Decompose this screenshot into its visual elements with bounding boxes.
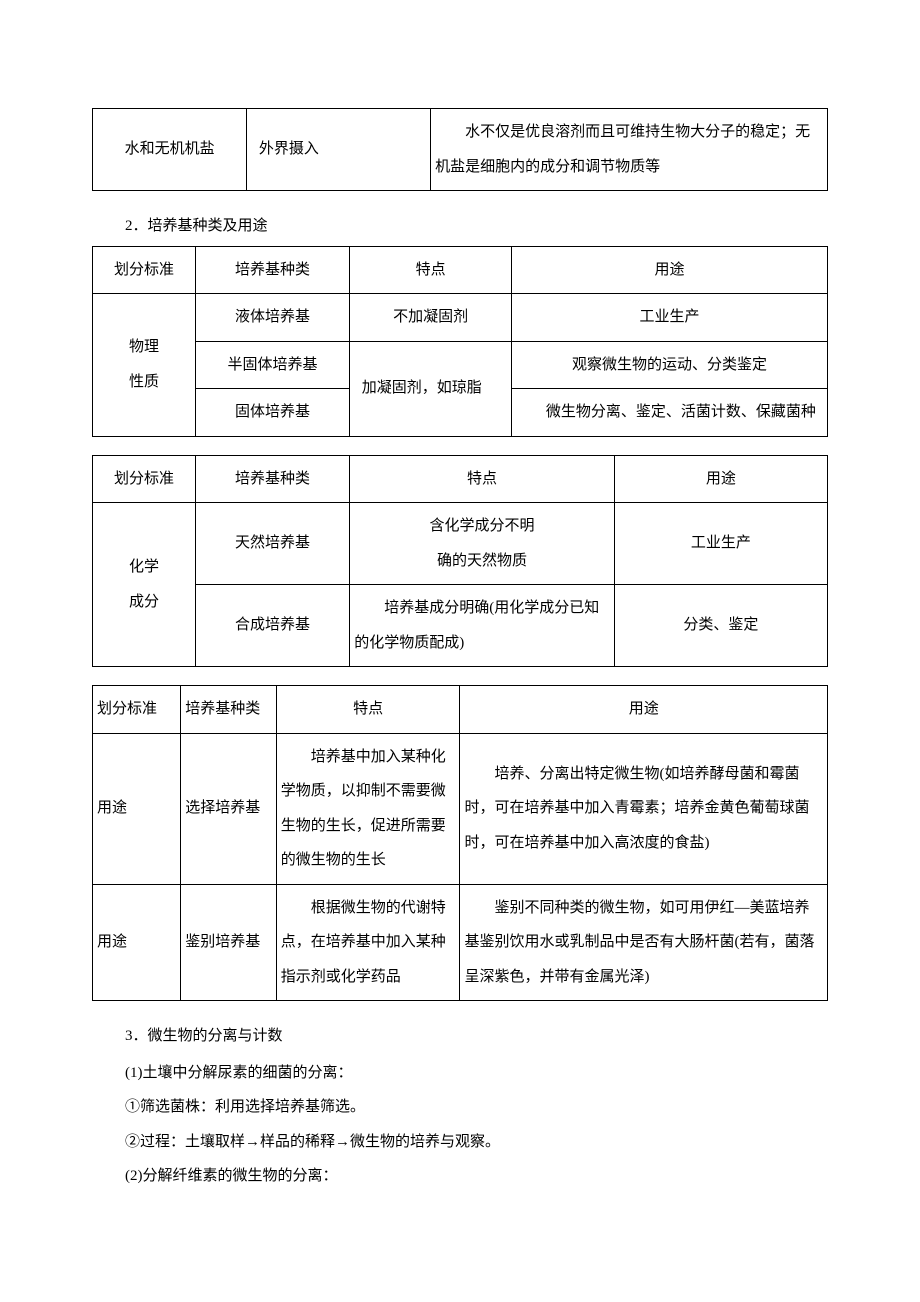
table-header-row: 划分标准 培养基种类 特点 用途 <box>93 686 828 734</box>
cell-function: 水不仅是优良溶剂而且可维持生物大分子的稳定；无机盐是细胞内的成分和调节物质等 <box>431 109 828 191</box>
cell-text: 培养基中加入某种化学物质，以抑制不需要微生物的生长，促进所需要的微生物的生长 <box>281 749 446 869</box>
cell-standard: 化学成分 <box>93 503 196 667</box>
para-process: ②过程：土壤取样→样品的稀释→微生物的培养与观察。 <box>92 1125 828 1160</box>
cell-text: 培养、分离出特定微生物(如培养酵母菌和霉菌时，可在培养基中加入青霉素；培养金黄色… <box>464 766 809 851</box>
cell-text: 特点 <box>353 701 383 717</box>
para-cellulose: (2)分解纤维素的微生物的分离： <box>92 1159 828 1194</box>
header-feature: 特点 <box>350 246 512 294</box>
table-row: 物理性质 液体培养基 不加凝固剂 工业生产 <box>93 294 828 342</box>
cell-text: 培养基种类 <box>235 262 310 278</box>
header-use: 用途 <box>511 246 827 294</box>
header-type: 培养基种类 <box>195 246 349 294</box>
cell-text: 液体培养基 <box>235 309 310 325</box>
table-chemical: 划分标准 培养基种类 特点 用途 化学成分 天然培养基 含化学成分不明确的天然物… <box>92 455 828 668</box>
cell-text: 选择培养基 <box>185 800 260 816</box>
header-use: 用途 <box>614 455 827 503</box>
table-row: 合成培养基 培养基成分明确(用化学成分已知的化学物质配成) 分类、鉴定 <box>93 585 828 667</box>
table-row: 化学成分 天然培养基 含化学成分不明确的天然物质 工业生产 <box>93 503 828 585</box>
cell-text: 根据微生物的代谢特点，在培养基中加入某种指示剂或化学药品 <box>281 900 446 985</box>
table-water-salt: 水和无机机盐 外界摄入 水不仅是优良溶剂而且可维持生物大分子的稳定；无机盐是细胞… <box>92 108 828 191</box>
cell-use: 培养、分离出特定微生物(如培养酵母菌和霉菌时，可在培养基中加入青霉素；培养金黄色… <box>460 733 828 884</box>
cell-text: 工业生产 <box>639 309 699 325</box>
header-type: 培养基种类 <box>181 686 277 734</box>
header-standard: 划分标准 <box>93 686 181 734</box>
cell-use: 分类、鉴定 <box>614 585 827 667</box>
cell-use: 工业生产 <box>511 294 827 342</box>
cell-text: 化学成分 <box>129 550 159 619</box>
table-use: 划分标准 培养基种类 特点 用途 用途 选择培养基 培养基中加入某种化学物质，以… <box>92 685 828 1001</box>
cell-text: 特点 <box>467 471 497 487</box>
cell-text: 培养基种类 <box>185 701 260 717</box>
cell-type: 鉴别培养基 <box>181 884 277 1001</box>
table-header-row: 划分标准 培养基种类 特点 用途 <box>93 455 828 503</box>
cell-text: 工业生产 <box>691 535 751 551</box>
cell-text: 划分标准 <box>114 471 174 487</box>
cell-text: 加凝固剂，如琼脂 <box>354 380 482 396</box>
header-standard: 划分标准 <box>93 246 196 294</box>
header-type: 培养基种类 <box>195 455 349 503</box>
header-feature: 特点 <box>350 455 615 503</box>
cell-standard: 用途 <box>93 733 181 884</box>
cell-use: 微生物分离、鉴定、活菌计数、保藏菌种 <box>511 389 827 437</box>
header-use: 用途 <box>460 686 828 734</box>
header-feature: 特点 <box>276 686 460 734</box>
cell-text: 天然培养基 <box>235 535 310 551</box>
para-soil-urea: (1)土壤中分解尿素的细菌的分离： <box>92 1056 828 1091</box>
cell-text: 培养基成分明确(用化学成分已知的化学物质配成) <box>354 600 599 651</box>
cell-feature: 培养基中加入某种化学物质，以抑制不需要微生物的生长，促进所需要的微生物的生长 <box>276 733 460 884</box>
heading-separation-count: 3．微生物的分离与计数 <box>92 1019 828 1054</box>
cell-type: 半固体培养基 <box>195 341 349 389</box>
cell-text: 水不仅是优良溶剂而且可维持生物大分子的稳定；无机盐是细胞内的成分和调节物质等 <box>435 124 810 175</box>
heading-culture-types: 2．培养基种类及用途 <box>92 209 828 244</box>
cell-use: 观察微生物的运动、分类鉴定 <box>511 341 827 389</box>
table-row: 用途 选择培养基 培养基中加入某种化学物质，以抑制不需要微生物的生长，促进所需要… <box>93 733 828 884</box>
cell-text: 固体培养基 <box>235 404 310 420</box>
cell-text: 不加凝固剂 <box>393 309 468 325</box>
cell-feature: 不加凝固剂 <box>350 294 512 342</box>
cell-text: 鉴别培养基 <box>185 934 260 950</box>
cell-feature: 含化学成分不明确的天然物质 <box>350 503 615 585</box>
cell-text: 特点 <box>416 262 446 278</box>
cell-text: 外界摄入 <box>251 141 319 157</box>
cell-feature: 根据微生物的代谢特点，在培养基中加入某种指示剂或化学药品 <box>276 884 460 1001</box>
cell-type: 选择培养基 <box>181 733 277 884</box>
cell-type: 固体培养基 <box>195 389 349 437</box>
para-screening: ①筛选菌株：利用选择培养基筛选。 <box>92 1090 828 1125</box>
table-row: 半固体培养基 加凝固剂，如琼脂 观察微生物的运动、分类鉴定 <box>93 341 828 389</box>
table-physical: 划分标准 培养基种类 特点 用途 物理性质 液体培养基 不加凝固剂 工业生产 半… <box>92 246 828 437</box>
cell-text: 用途 <box>706 471 736 487</box>
cell-text: 半固体培养基 <box>228 357 318 373</box>
table-header-row: 划分标准 培养基种类 特点 用途 <box>93 246 828 294</box>
cell-text: 用途 <box>97 800 127 816</box>
cell-text: 微生物分离、鉴定、活菌计数、保藏菌种 <box>516 404 816 420</box>
cell-substance: 水和无机机盐 <box>93 109 247 191</box>
cell-text: 用途 <box>629 701 659 717</box>
cell-text: 用途 <box>654 262 684 278</box>
cell-text: 水和无机机盐 <box>125 141 215 157</box>
cell-text: 观察微生物的运动、分类鉴定 <box>572 357 767 373</box>
cell-text: 含化学成分不明确的天然物质 <box>426 509 539 578</box>
cell-type: 合成培养基 <box>195 585 349 667</box>
cell-text: 合成培养基 <box>235 617 310 633</box>
cell-feature: 培养基成分明确(用化学成分已知的化学物质配成) <box>350 585 615 667</box>
cell-text: 物理性质 <box>129 330 159 399</box>
cell-source: 外界摄入 <box>247 109 431 191</box>
header-standard: 划分标准 <box>93 455 196 503</box>
cell-type: 天然培养基 <box>195 503 349 585</box>
cell-text: 划分标准 <box>97 701 157 717</box>
cell-text: 用途 <box>97 934 127 950</box>
table-row: 用途 鉴别培养基 根据微生物的代谢特点，在培养基中加入某种指示剂或化学药品 鉴别… <box>93 884 828 1001</box>
cell-feature: 加凝固剂，如琼脂 <box>350 341 512 436</box>
cell-text: 分类、鉴定 <box>683 617 758 633</box>
cell-use: 鉴别不同种类的微生物，如可用伊红—美蓝培养基鉴别饮用水或乳制品中是否有大肠杆菌(… <box>460 884 828 1001</box>
cell-text: 培养基种类 <box>235 471 310 487</box>
cell-standard: 物理性质 <box>93 294 196 437</box>
cell-type: 液体培养基 <box>195 294 349 342</box>
table-row: 水和无机机盐 外界摄入 水不仅是优良溶剂而且可维持生物大分子的稳定；无机盐是细胞… <box>93 109 828 191</box>
cell-standard: 用途 <box>93 884 181 1001</box>
cell-text: 划分标准 <box>114 262 174 278</box>
cell-text: 鉴别不同种类的微生物，如可用伊红—美蓝培养基鉴别饮用水或乳制品中是否有大肠杆菌(… <box>464 900 814 985</box>
cell-use: 工业生产 <box>614 503 827 585</box>
